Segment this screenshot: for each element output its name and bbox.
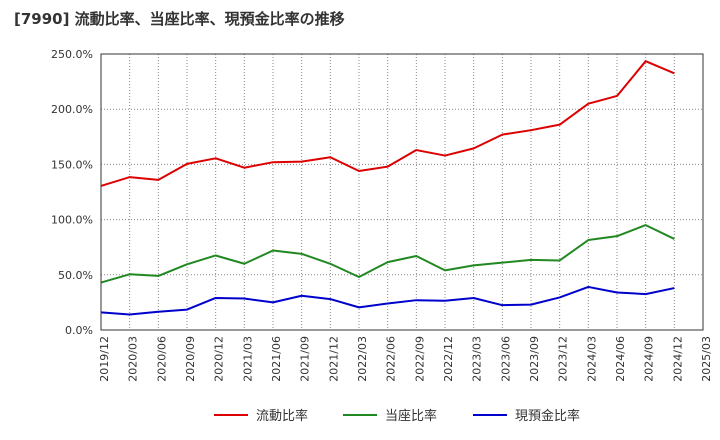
x-tick-label: 2024/06: [614, 336, 627, 382]
chart-title: [7990] 流動比率、当座比率、現預金比率の推移: [14, 10, 345, 28]
x-tick-label: 2020/09: [184, 336, 197, 382]
grid-layer: [101, 54, 703, 330]
x-tick-label: 2023/12: [557, 336, 570, 382]
legend-label-3: 現預金比率: [515, 408, 580, 424]
x-tick-label: 2020/12: [213, 336, 226, 382]
x-tick-label: 2021/06: [270, 336, 283, 382]
x-tick-label: 2022/09: [413, 336, 426, 382]
series-layer: [100, 60, 675, 316]
x-tick-label: 2024/12: [671, 336, 684, 382]
x-tick-label: 2025/03: [700, 336, 713, 382]
x-tick-label: 2019/12: [98, 336, 111, 382]
y-tick-label: 250.0%: [51, 48, 93, 61]
plot-frame: [100, 53, 704, 331]
x-tick-label: 2023/03: [471, 336, 484, 382]
y-tick-label: 200.0%: [51, 103, 93, 116]
series-line-2: [100, 224, 675, 284]
y-tick-labels: 0.0% 50.0% 100.0% 150.0% 200.0% 250.0%: [51, 48, 93, 337]
x-tick-label: 2021/09: [299, 336, 312, 382]
x-tick-labels: 2019/12 2020/03 2020/06 2020/09 2020/12 2021/…: [98, 336, 713, 382]
y-tick-label: 150.0%: [51, 158, 93, 171]
x-tick-label: 2022/12: [442, 336, 455, 382]
x-tick-label: 2023/09: [528, 336, 541, 382]
x-tick-label: 2021/03: [241, 336, 254, 382]
x-tick-label: 2023/06: [499, 336, 512, 382]
legend: 流動比率 当座比率 現預金比率: [214, 408, 580, 424]
x-tick-label: 2024/09: [643, 336, 656, 382]
y-tick-label: 100.0%: [51, 214, 93, 227]
x-tick-label: 2022/03: [356, 336, 369, 382]
x-tick-label: 2021/12: [327, 336, 340, 382]
legend-label-2: 当座比率: [385, 408, 437, 424]
x-tick-label: 2022/06: [385, 336, 398, 382]
legend-label-1: 流動比率: [256, 408, 308, 424]
x-tick-label: 2020/06: [155, 336, 168, 382]
series-line-3: [100, 285, 675, 316]
y-tick-label: 0.0%: [65, 324, 93, 337]
y-tick-label: 50.0%: [58, 269, 93, 282]
x-tick-label: 2020/03: [127, 336, 140, 382]
series-line-1: [100, 60, 675, 187]
x-tick-label: 2024/03: [585, 336, 598, 382]
